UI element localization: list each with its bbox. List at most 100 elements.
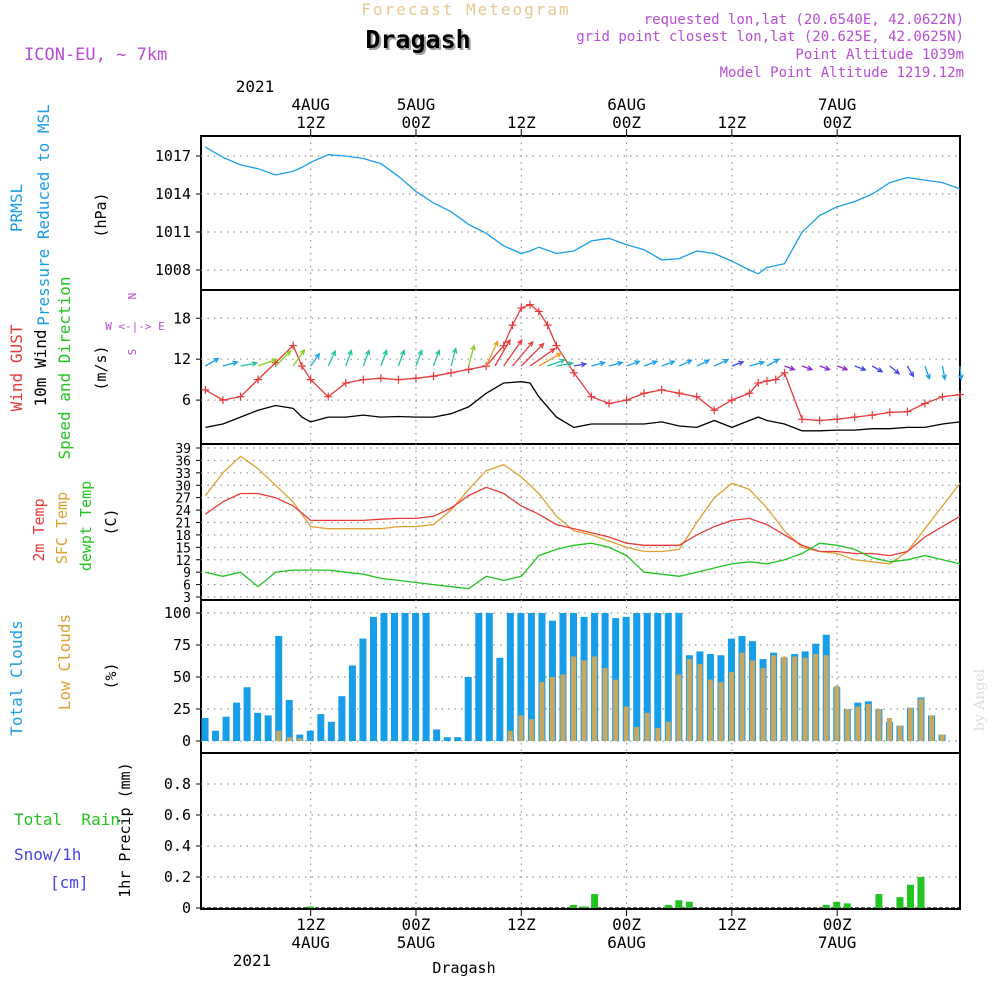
y-tick-label: 1008	[155, 261, 191, 279]
wind-arrow-shaft	[801, 365, 813, 371]
total-cloud-bar	[275, 636, 283, 741]
top-tick-date: 7AUG	[818, 95, 857, 114]
compass-we: W <-|-> E	[105, 320, 165, 333]
wind-arrow-shaft	[556, 362, 573, 367]
wind-arrow	[766, 358, 780, 367]
wind-arrow-shaft	[959, 365, 962, 380]
total-cloud-bar	[643, 613, 651, 741]
rain-bar	[685, 901, 693, 908]
wind-arrow-head	[470, 344, 476, 351]
gust-marker	[692, 392, 701, 401]
wind-arrow-head	[364, 349, 371, 356]
gust-marker	[464, 365, 473, 374]
rain-bar	[875, 894, 883, 908]
low-cloud-bar	[655, 728, 661, 741]
low-cloud-bar	[939, 734, 945, 741]
low-cloud-bar	[823, 655, 829, 741]
top-tick-hour: 00Z	[612, 113, 641, 132]
total-cloud-bar	[380, 613, 388, 741]
wind-arrow	[941, 365, 947, 381]
wind-label: 10m Wind	[31, 329, 50, 406]
gust-marker	[534, 307, 543, 316]
direction-label: Speed and Direction	[55, 276, 74, 459]
bottom-tick-hour: 00Z	[612, 915, 641, 934]
low-cloud-bar	[571, 656, 577, 741]
wind-arrow-head	[669, 360, 676, 366]
gust-marker	[482, 362, 491, 370]
total-cloud-bar	[317, 714, 325, 741]
wind-arrow	[222, 360, 239, 367]
wind-arrow	[784, 365, 796, 371]
wind-arrow	[397, 349, 406, 367]
wind-arrow-shaft	[275, 350, 291, 367]
top-tick-hour: 00Z	[402, 113, 431, 132]
total-cloud-bar	[454, 737, 462, 741]
wind-arrow-shaft	[678, 359, 692, 367]
total-cloud-bar	[496, 657, 504, 741]
gust-marker	[640, 389, 649, 398]
wind-arrow	[678, 359, 693, 367]
total-cloud-bar	[664, 613, 672, 741]
prmsl-label: PRMSL	[7, 184, 26, 232]
wind-arrow-shaft	[529, 348, 555, 367]
top-tick-date: 6AUG	[607, 95, 646, 114]
bottom-tick-hour: 12Z	[717, 915, 746, 934]
total-cloud-bar	[412, 613, 420, 741]
gust-marker	[920, 399, 929, 408]
total-cloud-bar	[369, 616, 377, 741]
low-cloud-bar	[676, 674, 682, 741]
total-cloud-bar	[222, 716, 230, 741]
dew-label: dewpt Temp	[77, 481, 95, 571]
low-cloud-bar	[834, 685, 840, 741]
wind-arrow	[573, 361, 588, 368]
rain-bar	[917, 877, 925, 908]
y-tick-label: 3	[183, 591, 191, 606]
wind-arrow-head	[559, 358, 566, 364]
gust-marker	[552, 341, 561, 350]
wind-arrow-head	[435, 349, 441, 356]
low-cloud-bar	[581, 660, 587, 741]
wind-arrow	[871, 365, 884, 373]
wind-arrow	[380, 349, 388, 367]
low-cloud-bar	[286, 737, 292, 741]
total-cloud-bar	[506, 613, 514, 741]
total-cloud-bar	[475, 613, 483, 741]
wind-arrow	[836, 365, 849, 371]
wind-arrow-shaft	[871, 365, 883, 373]
gust-marker	[218, 396, 227, 405]
low-cloud-bar	[929, 715, 935, 741]
bottom-tick-date: 5AUG	[397, 933, 436, 952]
wind-arrow-shaft	[503, 339, 523, 367]
wind-arrow-shaft	[345, 350, 353, 367]
wind-speed-line	[205, 381, 961, 432]
low-cloud-bar	[665, 721, 671, 741]
t2m-label: 2m Temp	[30, 498, 48, 561]
wind-arrow	[467, 344, 476, 367]
wind-arrow-shaft	[327, 350, 336, 367]
low-cloud-bar	[886, 717, 892, 741]
y-tick-label: 18	[173, 309, 191, 327]
bottom-tick-hour: 12Z	[296, 915, 325, 934]
wind-arrow	[538, 352, 563, 367]
wind-arrow-shaft	[941, 365, 946, 380]
wind-arrow	[415, 349, 423, 367]
wind-arrow	[714, 358, 730, 367]
wind-arrow-shaft	[292, 349, 305, 367]
total-cloud-bar	[254, 712, 262, 741]
low-cloud-bar	[613, 679, 619, 741]
y-tick-label: 21	[175, 517, 191, 532]
wind-arrow-head	[722, 358, 730, 364]
wind-arrow	[556, 361, 575, 367]
total-cloud-bar	[654, 613, 662, 741]
wind-arrow	[924, 365, 931, 381]
wind-arrow-shaft	[626, 360, 640, 367]
wind-arrow-shaft	[766, 358, 779, 367]
wind-arrow	[661, 360, 676, 367]
y-tick-label: 9	[183, 566, 191, 581]
wind-arrow	[494, 338, 511, 367]
low-cloud-bar	[728, 671, 734, 741]
y-tick-label: 0.4	[164, 837, 191, 855]
total-cloud-bar	[538, 613, 546, 741]
